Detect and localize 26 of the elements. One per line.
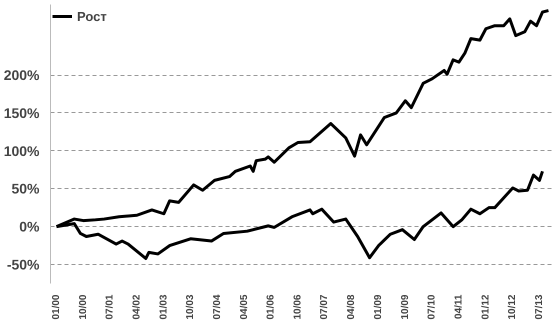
x-tick-label: 01/03: [158, 294, 170, 320]
x-tick-label: 01/06: [266, 294, 277, 320]
x-tick-label: 01/12: [480, 294, 492, 320]
x-tick-label: 10/00: [78, 294, 89, 320]
x-tick-label: 07/07: [319, 294, 330, 320]
x-tick-label: 01/09: [373, 294, 384, 320]
x-tick-label: 04/08: [346, 294, 358, 320]
y-tick-label: 50%: [11, 180, 40, 197]
x-tick-label: 07/04: [212, 294, 223, 320]
x-tick-label: 10/12: [507, 294, 518, 320]
x-tick-label: 04/02: [131, 294, 142, 320]
x-tick-label: 07/13: [534, 294, 545, 320]
x-tick-label: 10/06: [292, 294, 304, 320]
x-tick-label: 10/03: [185, 294, 196, 320]
x-tick-label: 04/05: [238, 294, 250, 320]
x-tick-label: 10/09: [400, 294, 411, 320]
y-tick-label: 100%: [4, 142, 40, 159]
x-tick-label: 07/01: [104, 294, 116, 320]
legend-label: Рост: [77, 8, 107, 24]
x-tick-label: 07/10: [426, 294, 438, 320]
y-tick-label: 150%: [4, 104, 40, 121]
y-tick-label: -50%: [6, 256, 40, 273]
y-tick-label: 200%: [4, 67, 40, 84]
x-tick-label: 01/00: [50, 294, 62, 320]
y-tick-label: 0%: [19, 218, 40, 235]
x-tick-label: 04/11: [453, 294, 464, 319]
